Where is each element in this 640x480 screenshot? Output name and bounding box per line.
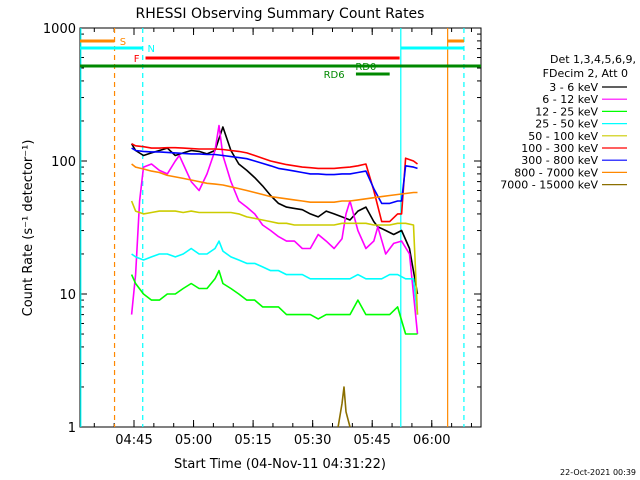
legend-entry-label: 6 - 12 keV xyxy=(542,93,598,106)
series-line-3 xyxy=(131,240,419,315)
chart-title: RHESSI Observing Summary Count Rates xyxy=(136,6,425,22)
legend-entry-label: 300 - 800 keV xyxy=(521,154,598,167)
legend-entry-label: 50 - 100 keV xyxy=(528,130,598,143)
legend-entry-label: 100 - 300 keV xyxy=(521,142,598,155)
series-line-6 xyxy=(131,147,418,205)
observing-flag-bars: S NF RD0 RD6 xyxy=(80,37,481,81)
series-line-5 xyxy=(131,142,418,223)
x-tick-label: 05:15 xyxy=(234,433,271,448)
x-tick-label: 05:00 xyxy=(175,433,212,448)
x-axis-label: Start Time (04-Nov-11 04:31:22) xyxy=(174,457,386,472)
x-tick-label: 05:30 xyxy=(294,433,331,448)
series-line-8 xyxy=(337,386,351,428)
series-line-0 xyxy=(130,126,419,295)
flag-label-rd6: RD6 xyxy=(324,70,345,81)
legend-entry-label: 7000 - 15000 keV xyxy=(500,179,598,192)
x-tick-label: 04:45 xyxy=(115,433,152,448)
flag-label-n: N xyxy=(147,44,154,55)
legend-entry-label: 3 - 6 keV xyxy=(549,81,598,94)
y-tick-label: 100 xyxy=(51,155,76,170)
series-line-1 xyxy=(130,124,419,335)
x-axis: 04:45 05:00 05:15 05:30 05:45 06:00 xyxy=(93,28,472,448)
legend-entry-label: 25 - 50 keV xyxy=(535,118,598,131)
y-axis-label: Count Rate (s⁻¹ detector⁻¹) xyxy=(21,140,36,317)
flag-label-f: F xyxy=(134,54,140,65)
legend-entry-label: 800 - 7000 keV xyxy=(514,166,598,179)
y-axis: 1 10 100 1000 xyxy=(43,22,481,436)
x-tick-label: 06:00 xyxy=(413,433,450,448)
series-line-2 xyxy=(130,269,418,335)
series-line-7 xyxy=(131,163,418,203)
series-lines xyxy=(130,124,419,428)
legend: Det 1,3,4,5,6,9,FDecim 2, Att 03 - 6 keV… xyxy=(500,53,636,192)
mode-marker-lines xyxy=(80,28,465,427)
flag-label-s: S xyxy=(120,37,126,48)
y-tick-label: 1000 xyxy=(43,22,76,37)
series-line-4 xyxy=(130,200,419,315)
legend-header: Det 1,3,4,5,6,9, xyxy=(550,53,636,66)
legend-header: FDecim 2, Att 0 xyxy=(543,67,628,80)
plot-frame xyxy=(79,27,482,428)
flag-label-rd0: RD0 xyxy=(355,62,376,73)
y-tick-label: 1 xyxy=(68,421,76,436)
y-tick-label: 10 xyxy=(59,288,76,303)
legend-entry-label: 12 - 25 keV xyxy=(535,105,598,118)
x-tick-label: 05:45 xyxy=(353,433,390,448)
footer-date: 22-Oct-2021 00:39 xyxy=(560,468,636,477)
